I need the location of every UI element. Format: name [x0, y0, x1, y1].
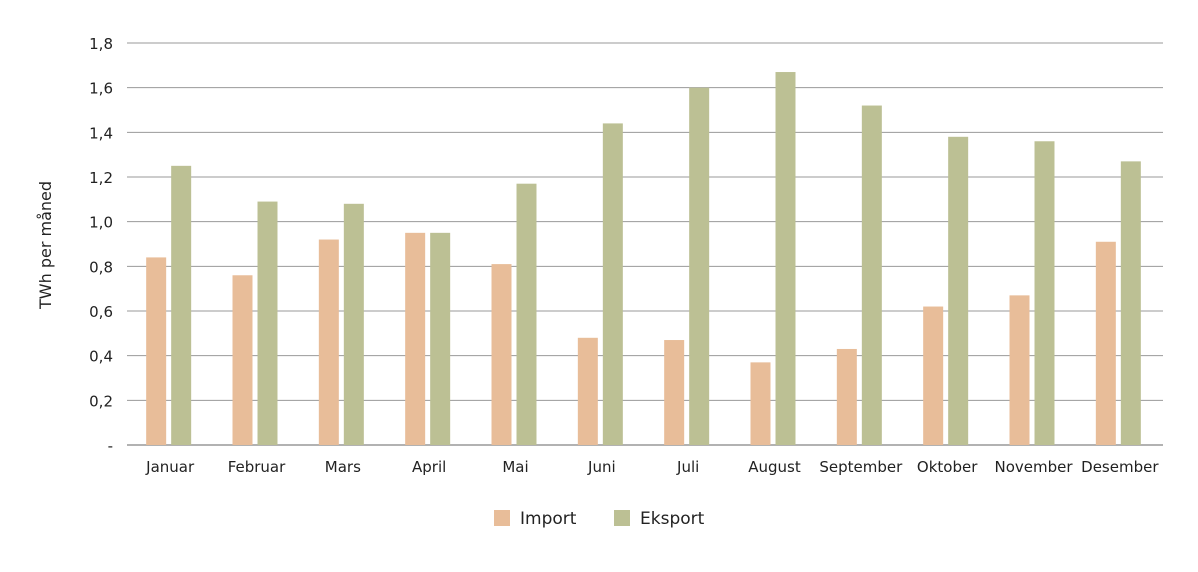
bar-eksport [861, 105, 882, 446]
bar-import [750, 362, 771, 445]
x-tick-label: Juni [587, 458, 616, 476]
bar-import [405, 232, 426, 445]
legend-label-import: Import [520, 509, 577, 529]
x-tick-label: Februar [228, 458, 286, 476]
bar-eksport [171, 165, 192, 446]
legend-swatch-eksport [614, 510, 630, 526]
y-tick-label: 0,2 [89, 392, 113, 410]
y-tick-label: 1,6 [89, 80, 113, 98]
x-tick-label: Oktober [917, 458, 978, 476]
y-tick-label: 1,2 [89, 169, 113, 187]
bar-eksport [516, 183, 537, 445]
x-tick-label: Juli [676, 458, 699, 476]
bar-eksport [1120, 161, 1141, 445]
bar-eksport [343, 203, 364, 445]
bar-import [1009, 295, 1030, 445]
y-tick-label: 1,4 [89, 124, 113, 142]
x-tick-label: September [819, 458, 903, 476]
bar-import [146, 257, 167, 445]
x-tick-label: Mai [502, 458, 528, 476]
x-tick-label: Mars [325, 458, 361, 476]
x-tick-label: Desember [1081, 458, 1159, 476]
bar-import [923, 306, 944, 445]
y-tick-label: 0,4 [89, 348, 113, 366]
y-axis-label: TWh per måned [36, 181, 55, 310]
bar-import [577, 337, 598, 445]
bar-eksport [257, 201, 278, 445]
bar-eksport [689, 87, 710, 446]
bar-eksport [430, 232, 451, 445]
x-tick-label: April [412, 458, 446, 476]
legend-swatch-import [494, 510, 510, 526]
bar-import [1095, 241, 1116, 445]
y-tick-label: 0,6 [89, 303, 113, 321]
bar-eksport [948, 136, 969, 446]
bar-import [491, 264, 512, 445]
bar-import [318, 239, 339, 445]
bar-eksport [602, 123, 623, 446]
bar-eksport [1034, 141, 1055, 445]
x-tick-label: Januar [145, 458, 195, 476]
y-tick-label: - [108, 437, 113, 455]
bar-import [664, 340, 685, 445]
y-tick-label: 1,8 [89, 35, 113, 53]
bar-eksport [775, 72, 796, 446]
x-tick-label: August [748, 458, 801, 476]
bar-import [836, 348, 857, 445]
x-tick-label: November [994, 458, 1073, 476]
bar-import [232, 275, 253, 445]
y-tick-label: 0,8 [89, 258, 113, 276]
legend-label-eksport: Eksport [640, 509, 705, 529]
y-tick-label: 1,0 [89, 214, 113, 232]
